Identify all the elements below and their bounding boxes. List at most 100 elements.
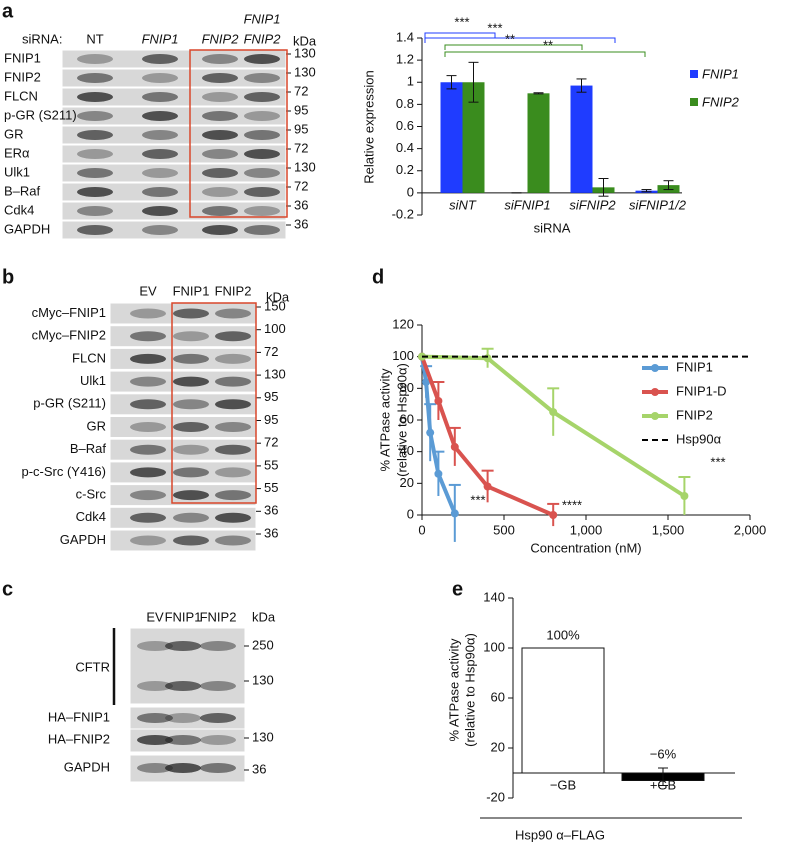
row-label: GAPDH bbox=[4, 221, 50, 236]
x-axis-label: siRNA bbox=[534, 220, 571, 235]
blot-band bbox=[173, 399, 209, 410]
row-label: Ulk1 bbox=[80, 373, 106, 388]
legend-label: FNIP1 bbox=[702, 66, 739, 81]
blot-band bbox=[244, 130, 280, 140]
blot-band bbox=[200, 681, 236, 691]
blot-band bbox=[77, 130, 113, 140]
blot-band bbox=[77, 206, 113, 216]
lane-label: FNIP1 bbox=[142, 31, 179, 46]
lane-label: EV bbox=[139, 283, 157, 298]
bar bbox=[570, 85, 593, 193]
blot-band bbox=[77, 73, 113, 83]
blot-band bbox=[142, 73, 178, 83]
kda-marker: 130 bbox=[264, 367, 286, 382]
significance-bracket bbox=[424, 32, 496, 38]
x-axis-label: Hsp90 α–FLAG bbox=[515, 827, 605, 842]
significance-bracket bbox=[424, 37, 616, 43]
legend-marker bbox=[651, 364, 659, 372]
blot-band bbox=[244, 225, 280, 235]
significance-label: *** bbox=[470, 492, 485, 507]
blot-band bbox=[202, 73, 238, 83]
blot-band bbox=[142, 187, 178, 197]
bar bbox=[440, 82, 463, 193]
blot-band bbox=[142, 225, 178, 235]
kda-marker: 130 bbox=[294, 64, 316, 79]
significance-label: *** bbox=[710, 454, 725, 469]
blot-band bbox=[77, 149, 113, 159]
blot-band bbox=[137, 763, 173, 773]
row-label: GR bbox=[87, 418, 107, 433]
kda-marker: 130 bbox=[294, 159, 316, 174]
kda-marker: 95 bbox=[264, 389, 278, 404]
blot-band bbox=[215, 512, 251, 523]
blot-band bbox=[200, 763, 236, 773]
row-label: cMyc–FNIP1 bbox=[32, 305, 106, 320]
kda-marker: 95 bbox=[264, 412, 278, 427]
blot-band bbox=[142, 130, 178, 140]
point bbox=[426, 428, 435, 437]
kda-marker: 36 bbox=[264, 525, 278, 540]
blot-band bbox=[215, 444, 251, 455]
blot-band bbox=[130, 376, 166, 387]
y-tick-label: 0.2 bbox=[396, 162, 414, 177]
lane-label: NT bbox=[86, 31, 103, 46]
kda-marker: 150 bbox=[264, 298, 286, 313]
kda-marker: 130 bbox=[252, 729, 274, 744]
row-label: p-GR (S211) bbox=[33, 396, 106, 411]
blot-band bbox=[202, 168, 238, 178]
lane-label: FNIP2 bbox=[244, 31, 282, 46]
blot-band bbox=[137, 735, 173, 745]
highlight-box bbox=[171, 302, 257, 504]
row-label: B–Raf bbox=[70, 441, 107, 456]
blot-band bbox=[215, 376, 251, 387]
kda-marker: 130 bbox=[252, 672, 274, 687]
highlight-box bbox=[189, 49, 288, 218]
legend-label: FNIP2 bbox=[702, 94, 740, 109]
value-label: 100% bbox=[546, 627, 580, 642]
lane-label: FNIP2 bbox=[202, 31, 240, 46]
blot-strip bbox=[61, 68, 287, 88]
blot-band bbox=[244, 149, 280, 159]
blot-band bbox=[173, 376, 209, 387]
blot-band bbox=[142, 111, 178, 121]
blot-band bbox=[244, 92, 280, 102]
blot-band bbox=[202, 206, 238, 216]
blot-band bbox=[202, 92, 238, 102]
blot-band bbox=[202, 111, 238, 121]
point bbox=[434, 469, 443, 478]
legend-label: FNIP1-D bbox=[676, 383, 727, 398]
row-label: CFTR bbox=[75, 659, 110, 674]
blot-band bbox=[142, 206, 178, 216]
y-tick-label: 0 bbox=[407, 506, 414, 521]
kda-marker: 250 bbox=[252, 637, 274, 652]
blot-band bbox=[244, 73, 280, 83]
blot-band bbox=[173, 535, 209, 546]
y-tick-label: 1 bbox=[407, 74, 414, 89]
blot-band bbox=[173, 331, 209, 342]
y-tick-label: 60 bbox=[400, 411, 414, 426]
point bbox=[422, 378, 431, 386]
kda-marker: 100 bbox=[264, 321, 286, 336]
blot-band bbox=[142, 92, 178, 102]
kda-marker: 55 bbox=[264, 457, 278, 472]
blot-band bbox=[200, 735, 236, 745]
point bbox=[680, 492, 689, 500]
x-tick-label: siNT bbox=[449, 197, 477, 212]
blot-band bbox=[130, 331, 166, 342]
blot-band bbox=[215, 535, 251, 546]
row-label: FLCN bbox=[72, 350, 106, 365]
row-label: c-Src bbox=[76, 487, 107, 502]
panel-label: e bbox=[452, 578, 463, 600]
blot-strip bbox=[61, 163, 287, 183]
y-tick-label: 20 bbox=[400, 475, 414, 490]
blot-band bbox=[77, 168, 113, 178]
significance-bracket bbox=[444, 44, 583, 50]
blot-band bbox=[173, 490, 209, 501]
row-label: ERα bbox=[4, 145, 30, 160]
blot-band bbox=[244, 111, 280, 121]
blot-band bbox=[244, 168, 280, 178]
y-tick-label: 1.4 bbox=[396, 29, 414, 44]
y-tick-label: -0.2 bbox=[392, 206, 414, 221]
y-tick-label: 40 bbox=[400, 443, 414, 458]
blot-band bbox=[165, 735, 201, 745]
